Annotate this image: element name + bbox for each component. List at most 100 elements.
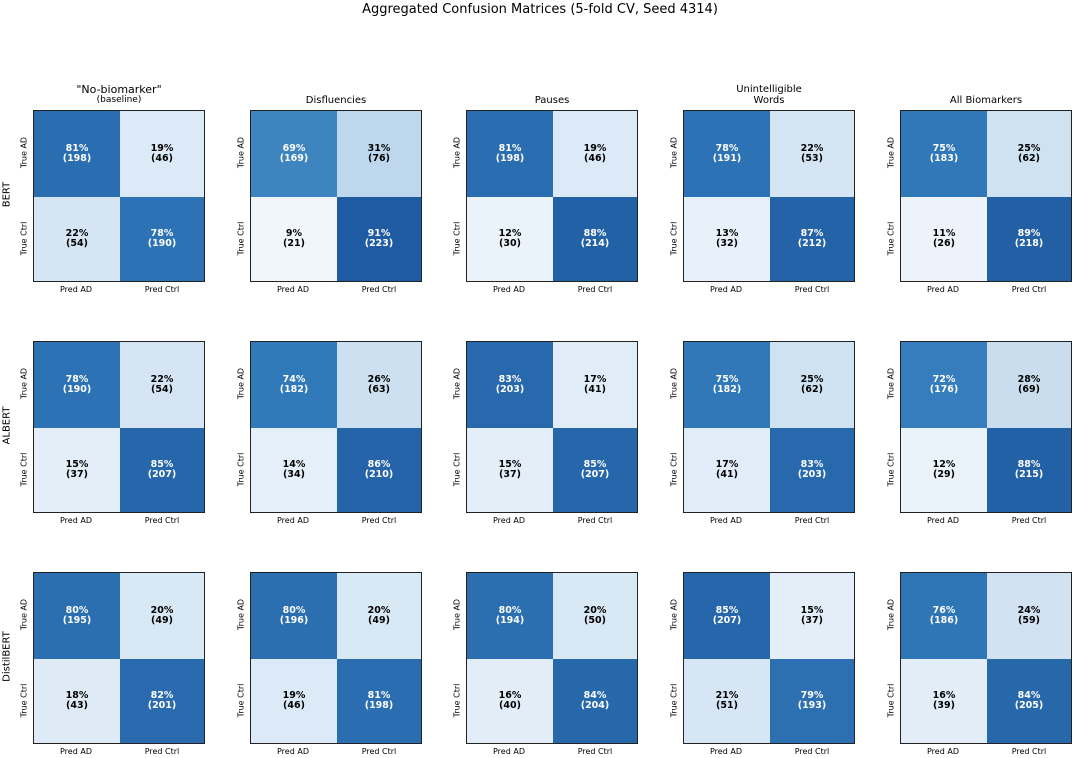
cell-count-label: (223) [364,238,394,249]
y-tick-label: True Ctrl [452,221,462,256]
confusion-matrix: 80% (195) 20% (49) 18% (43) 82% (201) [33,572,205,744]
x-tick-label: Pred AD [710,285,742,294]
cell-count-label: (76) [368,153,390,164]
cell-percent-label: 22% [800,143,824,154]
cell-count-label: (39) [933,700,955,711]
cell-percent-label: 16% [498,690,522,701]
confusion-matrix: 80% (194) 20% (50) 16% (40) 84% (204) [466,572,638,744]
y-tick-label: True AD [669,598,679,631]
cell-count-label: (41) [716,469,738,480]
confusion-matrix: 78% (190) 22% (54) 15% (37) 85% (207) [33,341,205,513]
matrix-cell: 72% (176) [901,342,987,428]
cell-count-label: (62) [1018,153,1040,164]
cell-count-label: (198) [62,153,92,164]
matrix-cell: 20% (50) [553,573,637,659]
cell-percent-label: 78% [65,374,89,385]
cell-count-label: (46) [151,153,173,164]
cell-count-label: (182) [712,384,742,395]
y-tick-label: True AD [236,598,246,631]
cell-count-label: (37) [66,469,88,480]
matrix-cell: 81% (198) [467,111,553,197]
y-tick-label: True Ctrl [19,683,29,718]
matrix-cell: 81% (198) [34,111,120,197]
cell-percent-label: 84% [1017,690,1041,701]
cell-percent-label: 81% [65,143,89,154]
matrix-cell: 69% (169) [251,111,337,197]
column-title: Pauses [464,95,640,106]
cell-count-label: (40) [499,700,521,711]
matrix-cell: 85% (207) [553,428,637,512]
y-tick-label: True Ctrl [452,452,462,487]
x-tick-label: Pred Ctrl [577,747,613,756]
cell-percent-label: 85% [583,459,607,470]
row-label: DistilBERT [1,631,13,682]
cell-percent-label: 75% [932,143,956,154]
matrix-cell: 19% (46) [553,111,637,197]
matrix-cell: 19% (46) [251,659,337,743]
column-subtitle: (baseline) [96,95,142,105]
column-title: "No-biomarker" (baseline) [31,84,207,106]
cell-percent-label: 88% [583,228,607,239]
matrix-cell: 9% (21) [251,197,337,281]
cell-count-label: (190) [62,384,92,395]
cell-count-label: (218) [1014,238,1044,249]
y-tick-label: True AD [669,136,679,169]
cell-count-label: (50) [584,615,606,626]
cell-percent-label: 31% [367,143,391,154]
y-tick-label: True Ctrl [236,683,246,718]
matrix-cell: 80% (194) [467,573,553,659]
cell-percent-label: 17% [715,459,739,470]
cell-count-label: (46) [283,700,305,711]
cell-percent-label: 78% [150,228,174,239]
cell-count-label: (198) [364,700,394,711]
x-tick-label: Pred AD [493,747,525,756]
cell-count-label: (212) [797,238,827,249]
cell-percent-label: 86% [367,459,391,470]
x-tick-label: Pred Ctrl [794,516,830,525]
matrix-cell: 19% (46) [120,111,204,197]
x-tick-label: Pred AD [710,516,742,525]
column-title-text: Pauses [534,95,570,106]
y-tick-label: True AD [19,136,29,169]
matrix-cell: 85% (207) [120,428,204,512]
row-label: ALBERT [1,406,13,445]
y-tick-label: True AD [886,598,896,631]
x-tick-label: Pred Ctrl [361,747,397,756]
y-tick-label: True Ctrl [669,452,679,487]
figure-title: Aggregated Confusion Matrices (5-fold CV… [362,2,718,17]
column-title-text: All Biomarkers [949,95,1023,106]
cell-count-label: (194) [495,615,525,626]
x-tick-label: Pred AD [60,516,92,525]
matrix-cell: 31% (76) [337,111,421,197]
cell-count-label: (210) [364,469,394,480]
cell-count-label: (191) [712,153,742,164]
confusion-matrix: 85% (207) 15% (37) 21% (51) 79% (193) [683,572,855,744]
confusion-matrix: 74% (182) 26% (63) 14% (34) 86% (210) [250,341,422,513]
cell-percent-label: 9% [285,228,303,239]
cell-count-label: (205) [1014,700,1044,711]
confusion-matrix: 72% (176) 28% (69) 12% (29) 88% (215) [900,341,1072,513]
column-title-text: Unintelligible Words [736,84,802,106]
confusion-matrix: 81% (198) 19% (46) 22% (54) 78% (190) [33,110,205,282]
cell-count-label: (41) [584,384,606,395]
cell-percent-label: 88% [1017,459,1041,470]
cell-count-label: (49) [368,615,390,626]
cell-count-label: (207) [712,615,742,626]
x-tick-label: Pred Ctrl [794,747,830,756]
cell-percent-label: 82% [150,690,174,701]
cell-percent-label: 81% [367,690,391,701]
x-tick-label: Pred AD [927,516,959,525]
cell-percent-label: 13% [715,228,739,239]
confusion-matrix: 75% (182) 25% (62) 17% (41) 83% (203) [683,341,855,513]
matrix-cell: 76% (186) [901,573,987,659]
matrix-cell: 91% (223) [337,197,421,281]
y-tick-label: True Ctrl [236,221,246,256]
cell-count-label: (215) [1014,469,1044,480]
matrix-cell: 17% (41) [684,428,770,512]
matrix-cell: 82% (201) [120,659,204,743]
y-tick-label: True Ctrl [886,221,896,256]
cell-count-label: (43) [66,700,88,711]
matrix-cell: 88% (215) [987,428,1071,512]
x-tick-label: Pred Ctrl [144,285,180,294]
